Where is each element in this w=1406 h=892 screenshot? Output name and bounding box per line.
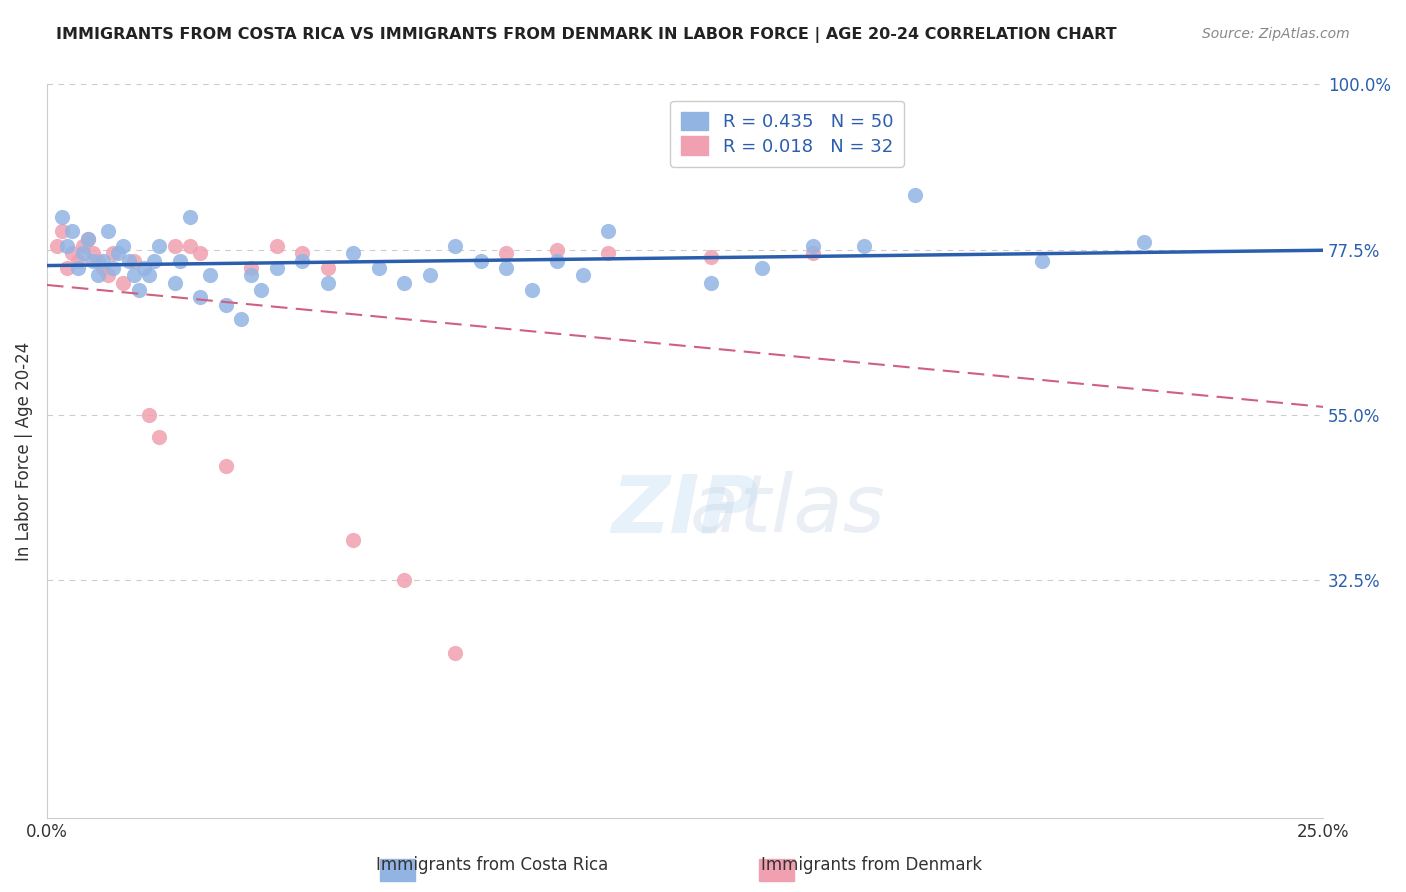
Point [76,231,98,245]
Point [266,260,288,275]
Point [148,239,170,253]
Point [117,253,139,268]
Point [240,260,263,275]
Point [342,533,364,547]
Text: Immigrants from Costa Rica: Immigrants from Costa Rica [375,856,609,874]
Point [214,459,236,474]
Point [62,224,84,238]
Point [342,246,364,260]
Point [188,246,211,260]
Point [138,268,160,283]
Point [179,210,201,224]
Text: ZIP: ZIP [612,471,759,549]
Point [546,253,568,268]
Text: Immigrants from Denmark: Immigrants from Denmark [761,856,983,874]
Point [470,253,492,268]
Text: atlas: atlas [485,471,884,549]
Point [66,260,89,275]
Point [82,246,104,260]
Point [1031,253,1053,268]
Point [316,276,339,290]
Point [163,276,186,290]
Point [46,239,69,253]
Point [97,268,120,283]
Point [801,239,824,253]
Point [128,283,150,297]
Point [87,253,110,268]
Point [97,224,120,238]
Point [291,246,314,260]
Point [179,239,201,253]
Point [107,246,129,260]
Point [520,283,543,297]
Point [444,239,467,253]
Point [598,224,620,238]
Point [546,243,568,257]
Point [495,260,517,275]
Point [495,246,517,260]
Point [56,260,79,275]
Text: Source: ZipAtlas.com: Source: ZipAtlas.com [1202,27,1350,41]
Point [598,246,620,260]
Point [51,224,73,238]
Point [112,239,135,253]
Point [169,253,191,268]
Point [91,260,114,275]
Point [72,246,94,260]
Point [904,187,927,202]
Point [51,210,73,224]
Point [82,253,104,268]
Point [240,268,263,283]
Point [699,276,721,290]
Point [62,246,84,260]
Point [76,231,98,245]
Point [572,268,595,283]
Point [801,246,824,260]
Y-axis label: In Labor Force | Age 20-24: In Labor Force | Age 20-24 [15,342,32,561]
Point [87,268,110,283]
Text: IMMIGRANTS FROM COSTA RICA VS IMMIGRANTS FROM DENMARK IN LABOR FORCE | AGE 20-24: IMMIGRANTS FROM COSTA RICA VS IMMIGRANTS… [56,27,1116,43]
Point [112,276,135,290]
Point [751,260,773,275]
Point [56,239,79,253]
Point [138,408,160,422]
Point [394,573,416,587]
Point [394,276,416,290]
Point [250,283,273,297]
Point [132,260,155,275]
Point [122,253,145,268]
Point [229,312,252,326]
Point [188,290,211,304]
Point [291,253,314,268]
Point [103,246,125,260]
Point [367,260,389,275]
Point [1133,235,1156,250]
Point [852,239,875,253]
Point [103,260,125,275]
Point [122,268,145,283]
Point [143,253,166,268]
Point [91,253,114,268]
Point [266,239,288,253]
Point [66,253,89,268]
Point [72,239,94,253]
Legend: R = 0.435   N = 50, R = 0.018   N = 32: R = 0.435 N = 50, R = 0.018 N = 32 [671,101,904,167]
Point [444,646,467,660]
Point [163,239,186,253]
Point [200,268,222,283]
Point [316,260,339,275]
Point [699,250,721,264]
Point [148,430,170,444]
Point [214,298,236,312]
Point [419,268,441,283]
